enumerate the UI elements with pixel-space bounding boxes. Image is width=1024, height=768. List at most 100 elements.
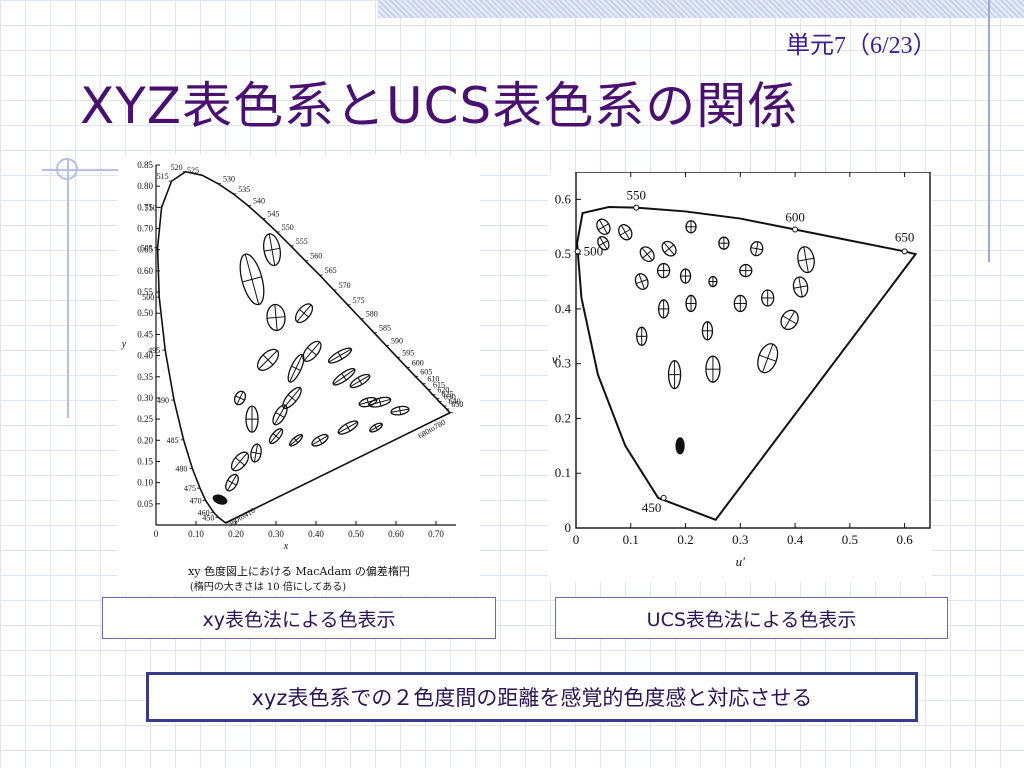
locus-label: 560 [310, 252, 322, 261]
macadam-ellipse [639, 246, 655, 263]
x-tick-label: 0.50 [348, 529, 364, 539]
locus-label: 490 [157, 396, 169, 405]
macadam-ellipse [634, 273, 649, 290]
macadam-ellipse [358, 397, 378, 408]
summary-note-text: xyz表色系での２色度間の距離を感覚的色度感と対応させる [251, 686, 813, 710]
y-tick-label: 0.50 [137, 308, 153, 318]
macadam-ellipse [288, 434, 304, 447]
macadam-ellipse [701, 321, 714, 341]
left-decor-hline [42, 169, 120, 171]
locus-label: 630 [444, 392, 456, 401]
macadam-ellipse [636, 326, 648, 346]
plot-frame [575, 172, 931, 529]
macadam-ellipse [685, 220, 697, 234]
y-tick-label: 0.35 [137, 372, 153, 382]
macadam-ellipse [657, 299, 670, 319]
locus-label: 620 [437, 386, 449, 395]
xy-chromaticity-diagram: 0 0.10 0.20 0.30 0.40 0.50 0.60 0.70 0.05 0.10 0.1… [118, 155, 480, 595]
macadam-ellipse [250, 443, 262, 463]
y-tick-label: 0.55 [137, 287, 153, 297]
locus-label: 460 [198, 508, 210, 517]
y-tick-label: 0.40 [137, 351, 153, 361]
macadam-ellipse [618, 224, 633, 241]
macadam-ellipse [262, 233, 282, 267]
macadam-ellipse [311, 433, 329, 447]
locus-label: 570 [339, 281, 351, 290]
macadam-ellipse [225, 473, 239, 492]
macadam-ellipse [705, 355, 721, 383]
y-tick-label: 0.70 [137, 224, 153, 234]
macadam-ellipse [750, 241, 764, 257]
locus-label: 615 [433, 380, 445, 389]
y-tick-label: 0.75 [137, 202, 153, 212]
caption-ucs: UCS表色法による色表示 [555, 597, 948, 639]
x-tick-label: 0 [573, 532, 580, 547]
x-tick-label: 0.6 [896, 532, 913, 547]
y-tick-label: 0.80 [137, 181, 153, 191]
caption-ucs-text: UCS表色法による色表示 [646, 608, 857, 631]
caption-xy: xy表色法による色表示 [102, 597, 496, 639]
macadam-ellipse [780, 309, 799, 331]
y-tick-label: 0.2 [555, 410, 571, 425]
locus-label: 540 [253, 197, 265, 206]
macadam-ellipse [675, 437, 685, 455]
x-tick-label: 0.3 [732, 532, 748, 547]
macadam-ellipse [792, 276, 809, 298]
locus-label: 450 [642, 500, 662, 515]
macadam-ellipse [256, 348, 280, 371]
x-tick-label: 0.30 [268, 529, 284, 539]
x-tick-label: 0.70 [428, 529, 444, 539]
locus-marker [574, 248, 581, 255]
y-tick-label: 0.30 [137, 393, 153, 403]
locus-label: 650 [895, 229, 915, 244]
x-axis-label: x [283, 541, 289, 552]
macadam-ellipse [272, 404, 288, 426]
locus-label: 590 [391, 336, 403, 345]
macadam-ellipse [667, 359, 682, 390]
macadam-ellipse [233, 390, 247, 406]
locus-label: 475 [184, 484, 196, 493]
ucs-chromaticity-diagram: 0 0.1 0.2 0.3 0.4 0.5 0.6 0 0.1 0.2 0.3 0.4 0.5 0.6 u′… [548, 172, 932, 582]
locus-label: 595 [402, 348, 414, 357]
locus-label: 625 [441, 389, 453, 398]
macadam-ellipse [718, 236, 730, 250]
macadam-ellipse [739, 263, 753, 278]
x-axis-label: u′ [736, 554, 746, 569]
locus-label: 610 [427, 375, 439, 384]
spectral-locus [156, 170, 452, 524]
y-tick-label: 0.4 [555, 301, 572, 316]
slide-title: XYZ表色系とUCS表色系の関係 [80, 77, 799, 135]
locus-label: 500 [584, 243, 604, 258]
locus-label: 470 [190, 496, 202, 505]
left-decor-line [67, 160, 69, 418]
caption-xy-text: xy表色法による色表示 [202, 608, 396, 631]
y-tick-label: 0.05 [137, 499, 153, 509]
locus-label: 545 [267, 209, 279, 218]
locus-label: 650 [451, 400, 463, 409]
y-tick-label: 0.65 [137, 245, 153, 255]
macadam-ellipse [757, 343, 779, 374]
locus-label: 535 [238, 185, 250, 194]
figure-caption-line2: (楕円の大きさは 10 倍にしてある) [190, 580, 346, 593]
summary-note: xyz表色系での２色度間の距離を感覚的色度感と対応させる [146, 672, 918, 722]
right-decor-line [988, 0, 990, 262]
unit-label: 単元7（6/23） [786, 33, 937, 59]
locus-label: 450 [202, 513, 214, 522]
y-tick-label: 0.20 [137, 435, 153, 445]
macadam-ellipse [245, 405, 259, 433]
macadam-ellipse [327, 347, 353, 364]
top-decor-band [378, 0, 1024, 18]
locus-label: 520 [171, 163, 183, 172]
macadam-ellipse [679, 268, 692, 284]
figure-caption-line1: xy 色度図上における MacAdam の偏差楕円 [188, 564, 410, 578]
macadam-ellipse [230, 451, 250, 472]
macadam-ellipse [294, 303, 314, 324]
locus-label: 605 [420, 367, 432, 376]
macadam-ellipse [212, 494, 228, 505]
locus-label: 575 [353, 296, 365, 305]
x-tick-label: 0 [154, 529, 159, 539]
locus-label: 550 [626, 188, 646, 203]
locus-label: 640 [449, 397, 461, 406]
macadam-ellipse [349, 373, 371, 389]
locus-label: 515 [157, 172, 169, 181]
